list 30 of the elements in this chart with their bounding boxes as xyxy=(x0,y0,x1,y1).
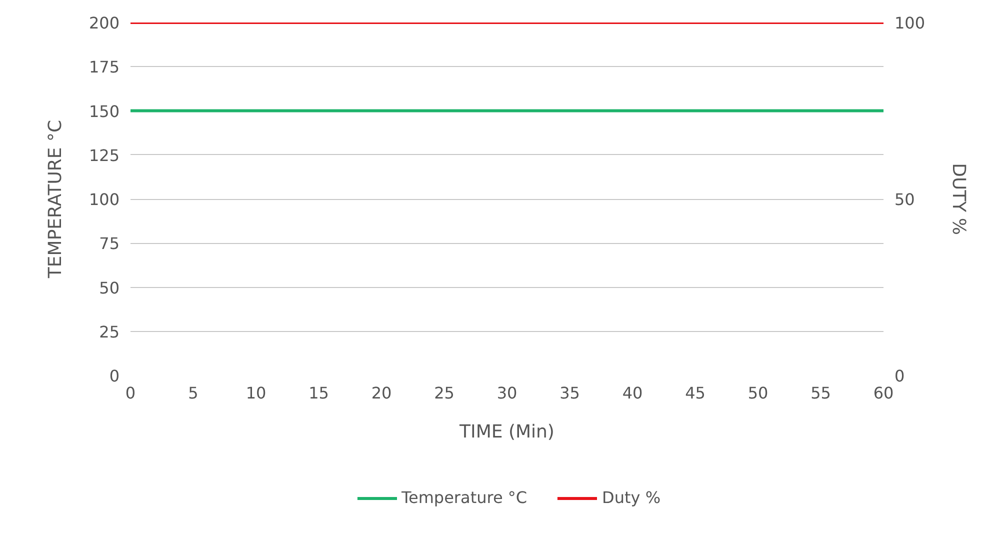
x-tick-label: 60 xyxy=(873,384,894,402)
x-tick-label: 0 xyxy=(125,384,136,402)
x-tick-label: 35 xyxy=(560,384,580,402)
x-tick-label: 20 xyxy=(371,384,392,402)
x-tick-label: 50 xyxy=(748,384,768,402)
x-tick-label: 45 xyxy=(685,384,706,402)
legend-label: Duty % xyxy=(602,488,661,507)
legend-label: Temperature °C xyxy=(401,488,528,507)
y-axis-title: TEMPERATURE °C xyxy=(44,120,66,280)
y-tick-label: 50 xyxy=(99,278,120,298)
y2-tick-label: 50 xyxy=(894,190,915,209)
x-tick-label: 5 xyxy=(188,384,198,402)
y-tick-label: 75 xyxy=(99,234,120,254)
y-tick-label: 200 xyxy=(88,14,120,32)
y2-tick-label: 0 xyxy=(894,366,905,386)
x-tick-label: 15 xyxy=(308,384,329,402)
x-tick-label: 30 xyxy=(496,384,518,402)
y-tick-label: 125 xyxy=(88,146,120,165)
x-tick-label: 40 xyxy=(622,384,643,402)
x-tick-label: 10 xyxy=(246,384,266,402)
x-tick-label: 55 xyxy=(810,384,831,402)
y2-tick-label: 100 xyxy=(894,14,926,32)
y-tick-label: 0 xyxy=(109,366,120,386)
x-axis-title: TIME (Min) xyxy=(458,422,554,442)
y-tick-label: 175 xyxy=(88,58,120,77)
y-tick-label: 150 xyxy=(88,102,120,121)
y-tick-label: 25 xyxy=(99,322,120,342)
y-tick-label: 100 xyxy=(88,190,120,209)
x-tick-label: 25 xyxy=(434,384,454,402)
y2-axis-title: DUTY % xyxy=(948,163,970,235)
